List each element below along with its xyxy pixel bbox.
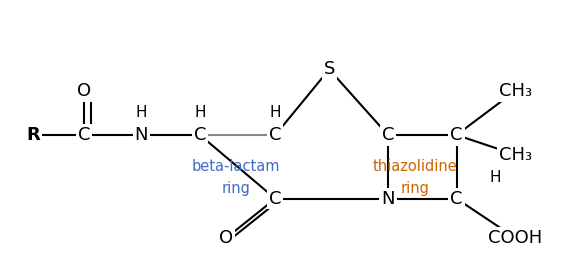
Text: R: R	[27, 126, 40, 144]
Text: N: N	[134, 126, 148, 144]
Text: COOH: COOH	[488, 229, 542, 247]
Text: C: C	[450, 190, 463, 208]
Text: C: C	[194, 126, 206, 144]
Text: C: C	[382, 126, 394, 144]
Text: CH₃: CH₃	[499, 146, 532, 164]
Text: H: H	[194, 105, 205, 120]
Text: H: H	[490, 169, 502, 185]
Text: N: N	[381, 190, 395, 208]
Text: H: H	[136, 105, 147, 120]
Text: C: C	[269, 126, 282, 144]
Text: S: S	[324, 60, 335, 78]
Text: C: C	[450, 126, 463, 144]
Text: thiazolidine
ring: thiazolidine ring	[373, 158, 458, 196]
Text: CH₃: CH₃	[499, 82, 532, 100]
Text: H: H	[269, 105, 281, 120]
Text: O: O	[219, 229, 233, 247]
Text: beta-lactam
ring: beta-lactam ring	[192, 158, 281, 196]
Text: O: O	[77, 82, 91, 100]
Text: C: C	[269, 190, 282, 208]
Text: C: C	[78, 126, 91, 144]
